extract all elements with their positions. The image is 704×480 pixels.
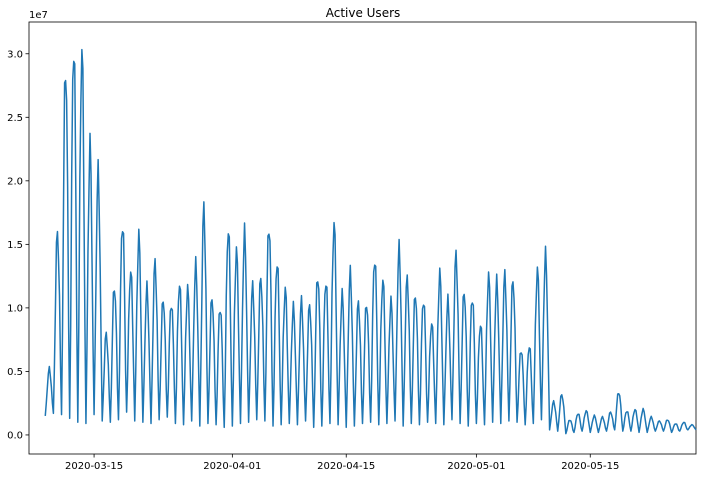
- y-tick-label: 0.0: [7, 430, 23, 441]
- x-tick-label: 2020-04-15: [317, 461, 375, 472]
- y-tick-label: 0.5: [7, 367, 23, 378]
- y-axis: 0.0 0.5 1.0 1.5 2.0 2.5 3.0: [7, 49, 29, 441]
- y-tick-label: 3.0: [7, 49, 23, 60]
- x-axis: 2020-03-15 2020-04-01 2020-04-15 2020-05-01…: [65, 454, 619, 472]
- chart-title: Active Users: [326, 6, 401, 20]
- x-tick-label: 2020-03-15: [65, 461, 123, 472]
- x-tick-label: 2020-05-01: [447, 461, 505, 472]
- x-tick-label: 2020-05-15: [561, 461, 619, 472]
- y-tick-label: 2.5: [7, 113, 23, 124]
- x-tick-label: 2020-04-01: [203, 461, 261, 472]
- y-tick-label: 2.0: [7, 176, 23, 187]
- active-users-line: [44, 48, 697, 435]
- y-axis-scale-label: 1e7: [29, 10, 48, 21]
- y-tick-label: 1.5: [7, 240, 23, 251]
- plot-frame: [28, 21, 697, 455]
- y-tick-label: 1.0: [7, 303, 23, 314]
